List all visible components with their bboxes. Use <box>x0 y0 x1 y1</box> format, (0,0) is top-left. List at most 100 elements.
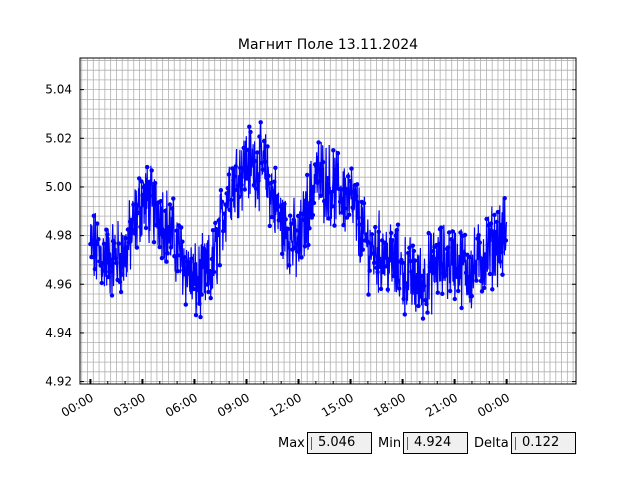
data-point <box>189 256 194 261</box>
data-point <box>402 312 407 317</box>
data-point <box>210 228 216 233</box>
data-point <box>125 227 131 232</box>
data-point <box>365 239 370 244</box>
data-point <box>184 259 190 264</box>
data-point <box>300 211 305 216</box>
data-point <box>331 148 336 153</box>
data-point <box>385 287 390 292</box>
data-point <box>167 202 173 207</box>
data-point <box>103 252 108 257</box>
text-cursor <box>515 437 516 450</box>
data-point <box>421 283 427 289</box>
data-point <box>415 287 420 293</box>
data-point <box>416 303 421 309</box>
data-point <box>350 205 355 210</box>
data-point <box>143 225 149 231</box>
data-point <box>499 249 504 255</box>
data-point <box>333 167 338 172</box>
data-point <box>307 226 312 231</box>
data-point <box>157 244 162 250</box>
data-point <box>215 229 220 235</box>
data-point <box>204 269 209 274</box>
data-point <box>276 218 281 223</box>
data-point <box>378 286 384 292</box>
data-point <box>483 252 488 257</box>
data-point <box>381 269 386 274</box>
data-point <box>358 252 363 257</box>
data-point <box>482 285 487 291</box>
y-tick-label: 4.98 <box>45 229 72 243</box>
data-point <box>466 274 471 280</box>
data-point <box>431 249 436 254</box>
data-point <box>490 287 495 292</box>
data-point <box>291 217 296 222</box>
data-point <box>190 271 195 276</box>
data-point <box>246 147 251 153</box>
max-value: 5.046 <box>318 435 356 450</box>
data-point <box>165 251 170 256</box>
data-point <box>225 185 230 191</box>
data-point <box>274 194 279 199</box>
data-point <box>108 257 114 262</box>
data-point <box>370 251 376 256</box>
delta-value-field[interactable]: 0.122 <box>511 432 576 454</box>
data-point <box>469 293 474 299</box>
data-point <box>206 289 211 295</box>
data-point <box>150 193 155 199</box>
min-value-field[interactable]: 4.924 <box>403 432 468 454</box>
data-point <box>231 177 236 183</box>
data-point <box>168 245 174 250</box>
data-point <box>257 134 262 139</box>
data-point <box>269 214 275 220</box>
data-point <box>104 227 109 232</box>
data-point <box>122 261 127 266</box>
data-point <box>260 167 266 172</box>
data-point <box>348 178 353 184</box>
data-point <box>200 264 205 270</box>
x-tick-label: 03:00 <box>111 390 148 419</box>
data-point <box>193 312 199 318</box>
data-point <box>252 158 258 164</box>
data-point <box>488 221 494 226</box>
data-point <box>397 286 402 291</box>
data-point <box>266 173 271 179</box>
data-point <box>120 272 125 277</box>
data-point <box>171 196 176 201</box>
data-point <box>326 216 331 221</box>
data-point <box>226 172 232 177</box>
data-point <box>429 254 435 260</box>
x-axis: 00:00 03:00 06:00 09:00 12:00 15:00 18:00 21:00… <box>59 379 512 420</box>
data-point <box>89 254 94 260</box>
data-point <box>131 202 136 207</box>
data-point <box>140 192 145 198</box>
data-point <box>202 254 208 259</box>
max-value-field[interactable]: 5.046 <box>307 432 372 454</box>
data-point <box>495 209 501 215</box>
data-point <box>224 191 229 196</box>
text-cursor <box>311 437 312 450</box>
data-point <box>247 124 252 129</box>
data-point <box>439 225 444 230</box>
data-point <box>364 232 369 237</box>
data-point <box>229 197 234 203</box>
data-point <box>223 202 228 207</box>
data-point <box>368 241 373 246</box>
data-point <box>90 238 95 243</box>
data-point <box>427 264 432 270</box>
data-point <box>409 269 414 274</box>
data-point <box>311 200 317 206</box>
x-tick-label: 21:00 <box>423 390 460 419</box>
data-point <box>487 271 493 277</box>
data-point <box>316 140 321 145</box>
data-point <box>275 202 280 207</box>
data-point <box>414 279 419 285</box>
data-point <box>383 255 388 260</box>
data-point <box>407 245 412 251</box>
data-point <box>400 260 405 265</box>
data-point <box>353 193 359 199</box>
data-point <box>101 241 107 246</box>
data-point <box>179 225 184 230</box>
data-point <box>493 229 498 235</box>
data-point <box>355 182 360 187</box>
data-point <box>501 231 506 237</box>
